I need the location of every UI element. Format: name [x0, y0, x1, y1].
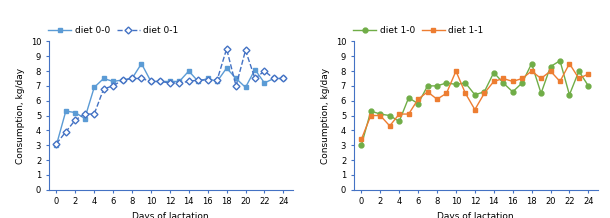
Legend: diet 1-0, diet 1-1: diet 1-0, diet 1-1 — [353, 26, 484, 35]
X-axis label: Days of lactation: Days of lactation — [132, 212, 209, 218]
X-axis label: Days of lactation: Days of lactation — [437, 212, 514, 218]
Y-axis label: Consumption, kg/day: Consumption, kg/day — [16, 68, 25, 164]
Legend: diet 0-0, diet 0-1: diet 0-0, diet 0-1 — [48, 26, 179, 35]
Y-axis label: Consumption, kg/day: Consumption, kg/day — [321, 68, 330, 164]
